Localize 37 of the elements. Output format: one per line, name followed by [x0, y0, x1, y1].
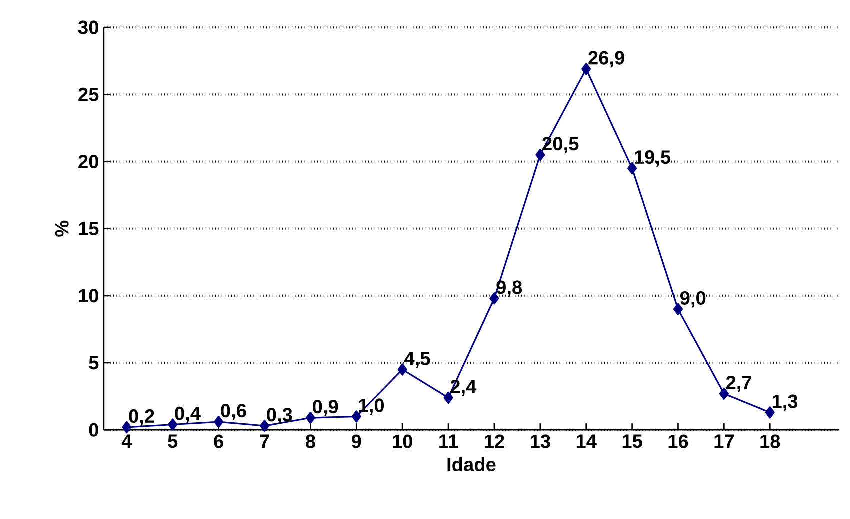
x-tick-label: 17: [714, 434, 734, 448]
data-label: 0,6: [221, 404, 246, 420]
point: [352, 410, 362, 423]
x-tick-label: 10: [393, 434, 412, 448]
y-tick-label: 5: [89, 356, 99, 370]
y-tick-label: 15: [79, 222, 99, 236]
data-label: 26,9: [588, 51, 624, 68]
x-tick-label: 15: [622, 434, 642, 448]
x-tick-label: 12: [485, 434, 504, 448]
x-tick-label: 4: [122, 434, 132, 448]
point: [765, 406, 775, 419]
x-tick-label: 11: [440, 434, 458, 448]
data-label: 0,9: [313, 400, 338, 416]
y-tick-label: 25: [78, 88, 99, 102]
x-tick-label: 8: [306, 434, 316, 448]
data-label: 0,3: [267, 408, 292, 425]
y-tick-label: 30: [78, 20, 98, 34]
data-label: 0,4: [175, 406, 201, 424]
x-tick-label: 6: [214, 434, 224, 448]
data-label: 2,7: [726, 376, 752, 392]
x-axis-title: Idade: [448, 458, 496, 472]
y-tick-label: 10: [79, 289, 98, 303]
y-axis-title: %: [55, 220, 69, 237]
data-label: 0,2: [129, 410, 154, 426]
data-label: 9,0: [680, 291, 706, 308]
data-label: 4,5: [404, 352, 430, 368]
x-tick-label: 18: [760, 434, 780, 448]
x-tick-label: 5: [168, 434, 178, 448]
x-tick-label: 14: [576, 434, 597, 448]
x-tick-label: 9: [352, 434, 362, 448]
data-label: 1,3: [772, 394, 798, 412]
y-tick-label: 20: [78, 155, 98, 169]
x-tick-label: 16: [668, 434, 688, 448]
data-label: 19,5: [635, 150, 671, 167]
x-tick-label: 7: [260, 434, 270, 448]
x-tick-label: 13: [530, 434, 550, 448]
y-tick-label: 0: [89, 423, 98, 437]
